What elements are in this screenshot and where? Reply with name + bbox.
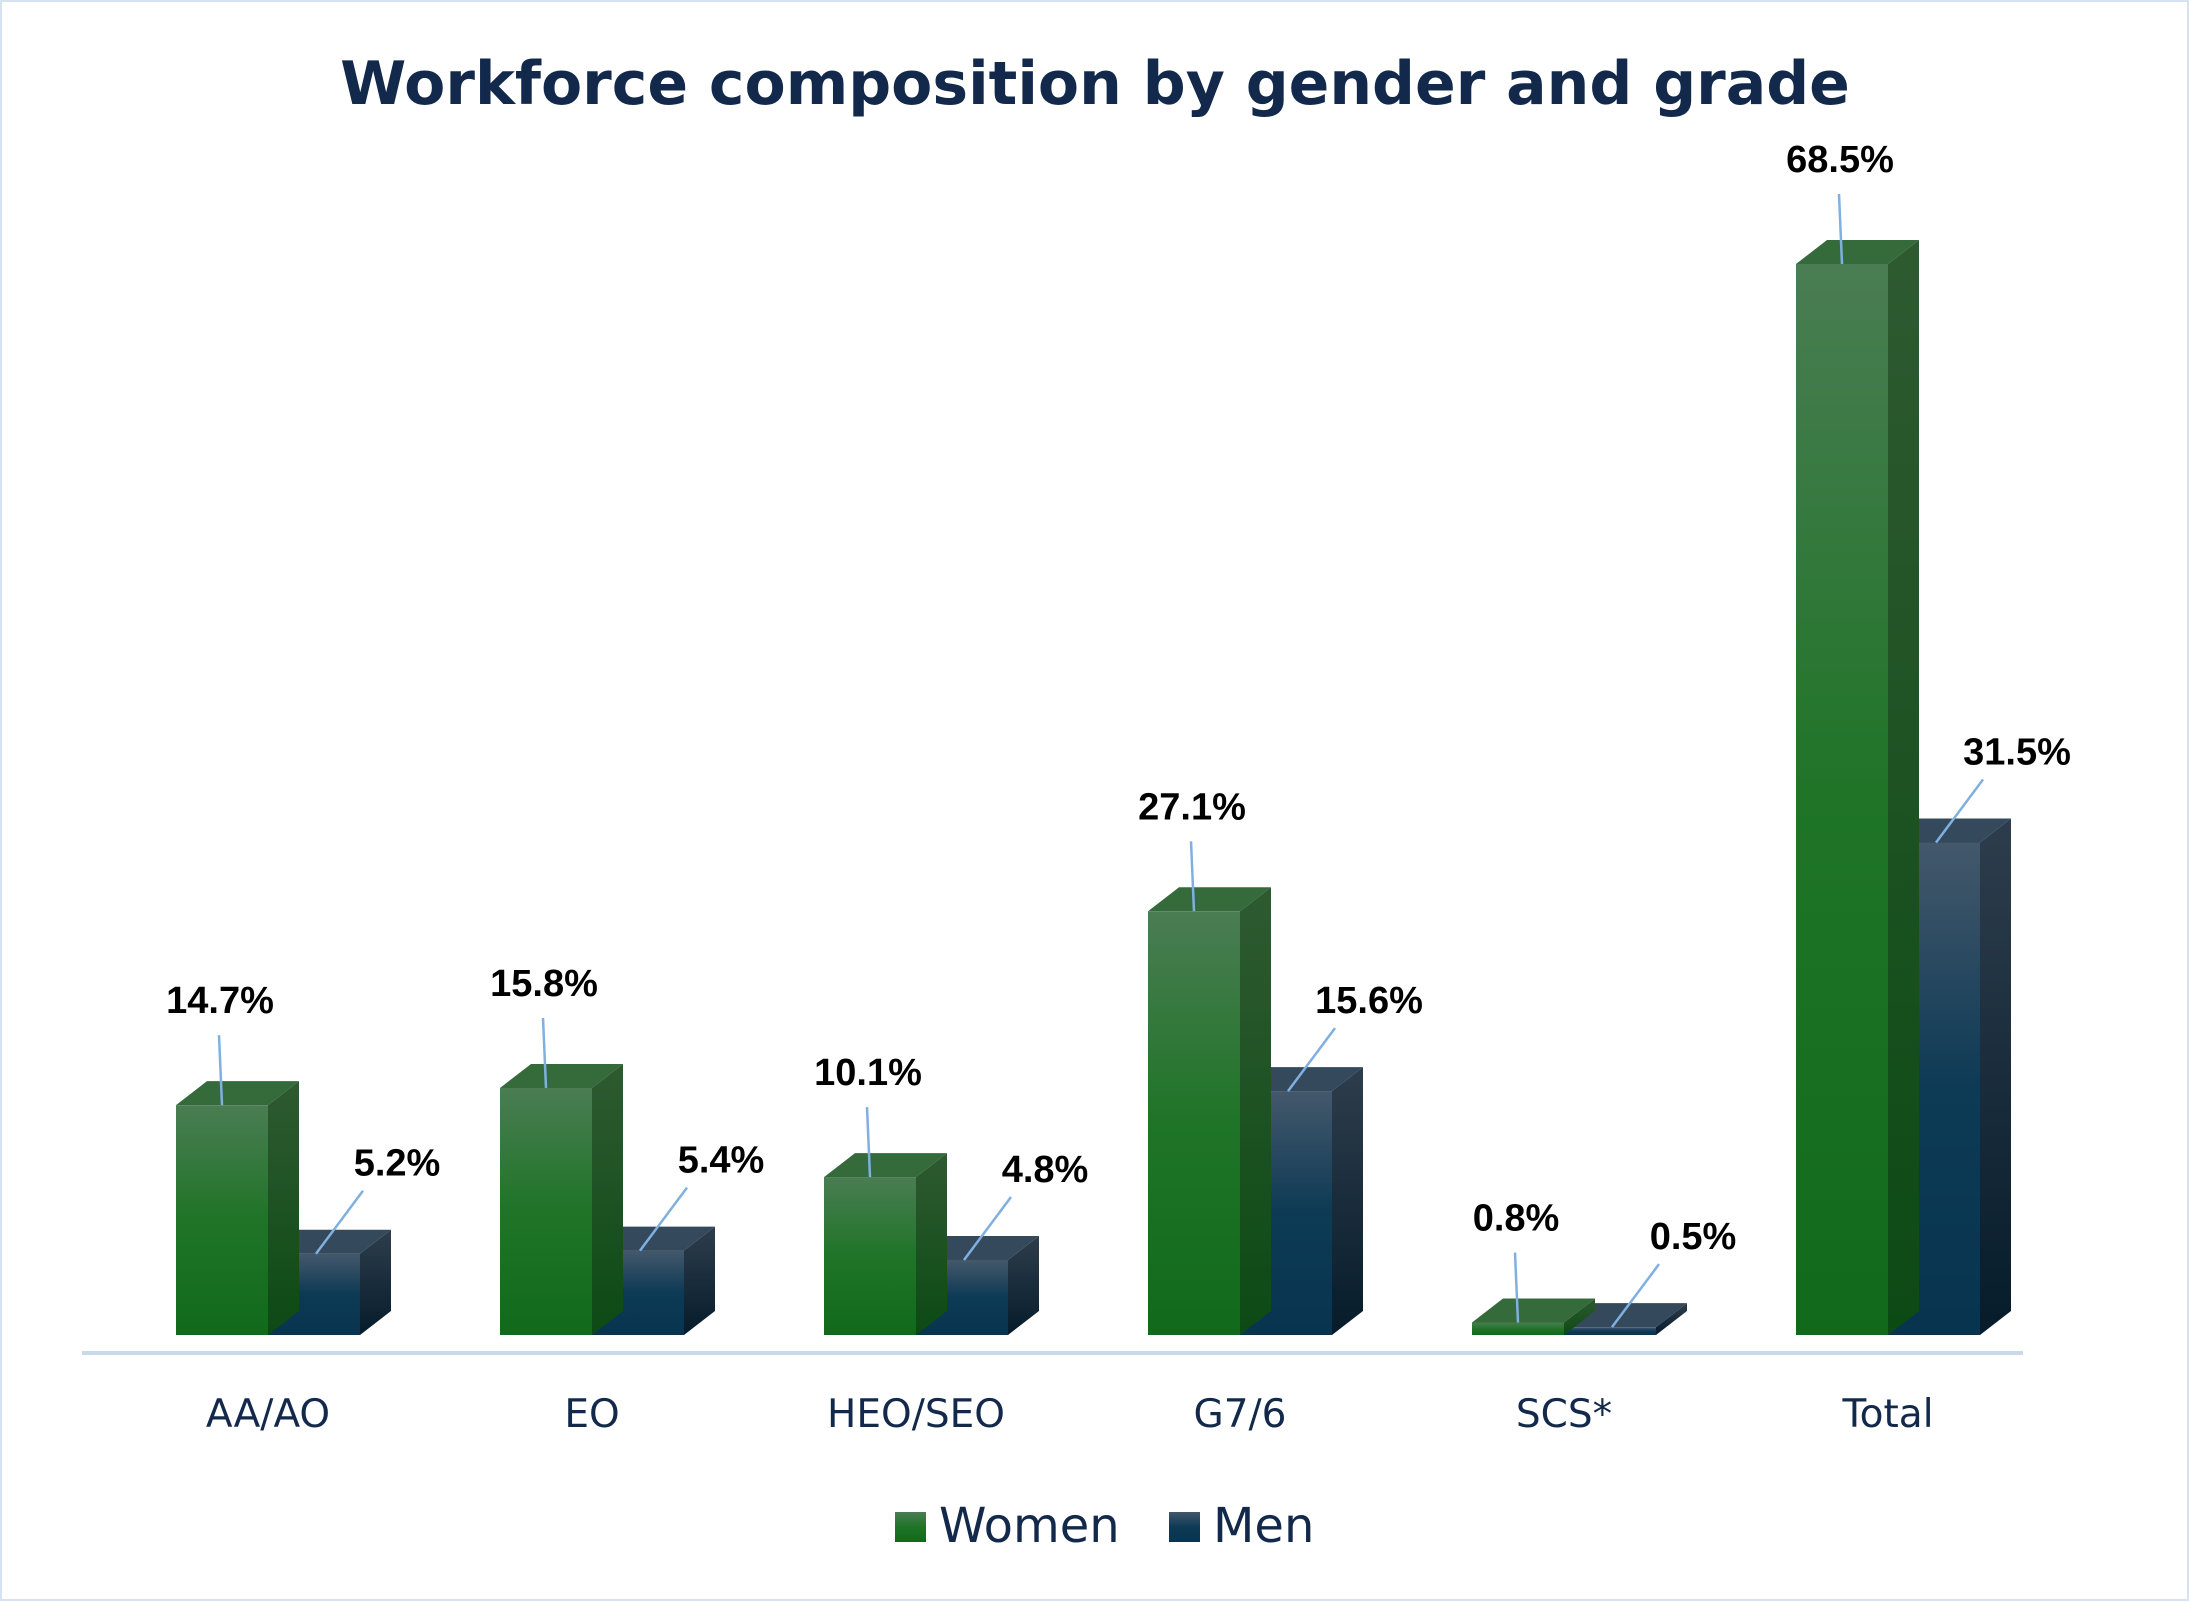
bar-side-men (360, 1229, 391, 1335)
data-label-men: 5.2% (354, 1143, 441, 1185)
legend-swatch-women (895, 1512, 926, 1542)
bar-women (1148, 911, 1240, 1335)
legend-swatch-men (1169, 1512, 1200, 1542)
bar-women (1796, 264, 1888, 1335)
bar-women (500, 1087, 592, 1335)
category-label: G7/6 (1194, 1392, 1287, 1437)
bar-top-women (500, 1063, 623, 1088)
data-label-women: 15.8% (490, 963, 598, 1005)
data-label-men: 0.5% (1650, 1216, 1737, 1258)
bar-side-men (1008, 1235, 1039, 1335)
bar-top-women (176, 1081, 299, 1106)
bar-side-men (684, 1226, 715, 1335)
leader-line-men (1286, 1027, 1337, 1092)
leader-line-men (1610, 1263, 1661, 1328)
bar-top-women (1148, 887, 1271, 912)
chart-title: Workforce composition by gender and grad… (340, 49, 1850, 119)
bar-side-men (1656, 1303, 1687, 1335)
bar-side-women (592, 1063, 623, 1335)
bar-women (824, 1177, 916, 1335)
legend-label-women: Women (939, 1498, 1120, 1554)
leader-line-men (962, 1196, 1013, 1261)
bar-side-women (268, 1081, 299, 1335)
category-label: EO (564, 1392, 619, 1437)
leader-line-women (865, 1107, 872, 1178)
legend-label-men: Men (1213, 1498, 1314, 1554)
bar-men (1564, 1327, 1656, 1335)
leader-line-women (541, 1017, 548, 1089)
data-label-women: 0.8% (1473, 1197, 1560, 1239)
category-label: HEO/SEO (827, 1392, 1005, 1437)
bar-top-women (824, 1153, 947, 1178)
bar-women (1472, 1322, 1564, 1335)
bar-side-women (1564, 1298, 1595, 1335)
bar-top-women (1796, 240, 1919, 264)
leader-line-women (1189, 841, 1196, 912)
bar-side-women (1240, 887, 1271, 1335)
leader-line-men (1934, 778, 1985, 844)
legend: Women Men (895, 1498, 1314, 1554)
leader-line-men (314, 1189, 365, 1255)
bar-women (176, 1105, 268, 1335)
data-label-men: 31.5% (1963, 731, 2071, 773)
leader-line-women (1513, 1252, 1520, 1323)
bar-side-men (1332, 1067, 1363, 1335)
category-label: Total (1841, 1392, 1933, 1437)
bar-top-women (1472, 1298, 1595, 1323)
data-label-men: 15.6% (1315, 980, 1423, 1022)
leader-line-women (217, 1035, 224, 1106)
data-label-women: 10.1% (814, 1052, 922, 1094)
data-label-women: 14.7% (166, 980, 274, 1022)
data-label-women: 68.5% (1786, 139, 1894, 181)
bar-side-men (1980, 818, 2011, 1335)
bar-side-women (916, 1153, 947, 1335)
leader-line-women (1837, 193, 1844, 265)
data-label-men: 4.8% (1002, 1149, 1089, 1191)
bar-side-women (1888, 240, 1919, 1335)
category-label: AA/AO (206, 1392, 330, 1437)
data-label-men: 5.4% (678, 1140, 765, 1182)
category-label: SCS* (1516, 1392, 1612, 1437)
leader-line-men (638, 1186, 689, 1252)
data-label-women: 27.1% (1138, 786, 1246, 828)
